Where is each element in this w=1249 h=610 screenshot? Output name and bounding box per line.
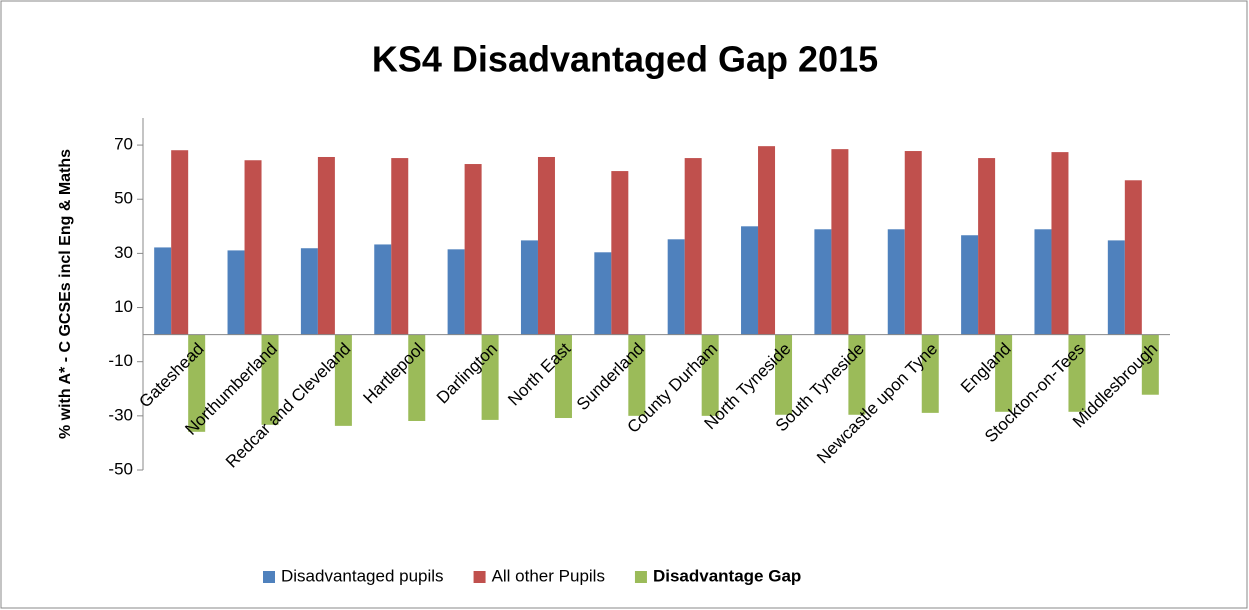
y-tick-label: -10 <box>108 351 133 370</box>
bar <box>1141 334 1159 395</box>
bar <box>921 334 939 413</box>
chart-title: KS4 Disadvantaged Gap 2015 <box>372 39 878 80</box>
bar <box>447 249 465 335</box>
bar <box>464 164 482 335</box>
bar <box>1034 229 1052 335</box>
bar <box>775 334 793 415</box>
bar <box>227 250 245 335</box>
bar <box>1124 180 1142 335</box>
bar <box>995 334 1013 412</box>
bar <box>1068 334 1086 412</box>
bar <box>171 150 189 335</box>
bar <box>611 171 629 335</box>
bar <box>1051 152 1069 335</box>
bar <box>408 334 426 421</box>
legend-label: Disadvantaged pupils <box>281 566 444 585</box>
bar <box>741 226 759 335</box>
bar <box>831 149 849 335</box>
bar <box>300 248 318 335</box>
bar <box>317 156 335 335</box>
bar <box>594 252 612 335</box>
legend-swatch <box>634 571 647 583</box>
y-axis-label: % with A* - C GCSEs incl Eng & Maths <box>57 149 74 439</box>
bar <box>961 235 979 335</box>
bar <box>758 146 776 335</box>
bar <box>261 334 279 425</box>
bar <box>481 334 499 420</box>
bar <box>520 240 538 335</box>
y-tick-label: 30 <box>114 243 133 262</box>
y-tick-label: 10 <box>114 297 133 316</box>
bar <box>628 334 646 416</box>
bar <box>904 151 922 335</box>
bar <box>667 239 685 335</box>
bar <box>978 158 996 335</box>
y-tick-label: 50 <box>114 189 133 208</box>
bar <box>554 334 572 419</box>
bar <box>154 247 172 335</box>
bar <box>391 158 409 335</box>
bar <box>188 334 206 432</box>
y-tick-label: 70 <box>114 135 133 154</box>
bar <box>887 229 905 335</box>
bar <box>848 334 866 415</box>
y-tick-label: -50 <box>108 459 133 478</box>
bar <box>334 334 352 426</box>
bar <box>701 334 719 416</box>
bar <box>814 229 832 335</box>
legend-swatch <box>263 571 275 583</box>
bar <box>244 160 262 335</box>
bar <box>374 244 392 335</box>
bar <box>1107 240 1125 335</box>
legend-swatch <box>473 571 486 583</box>
legend-label: All other Pupils <box>492 566 605 585</box>
bar <box>537 156 555 335</box>
legend-label: Disadvantage Gap <box>653 566 801 585</box>
y-tick-label: -30 <box>108 405 133 424</box>
bar <box>684 158 702 335</box>
